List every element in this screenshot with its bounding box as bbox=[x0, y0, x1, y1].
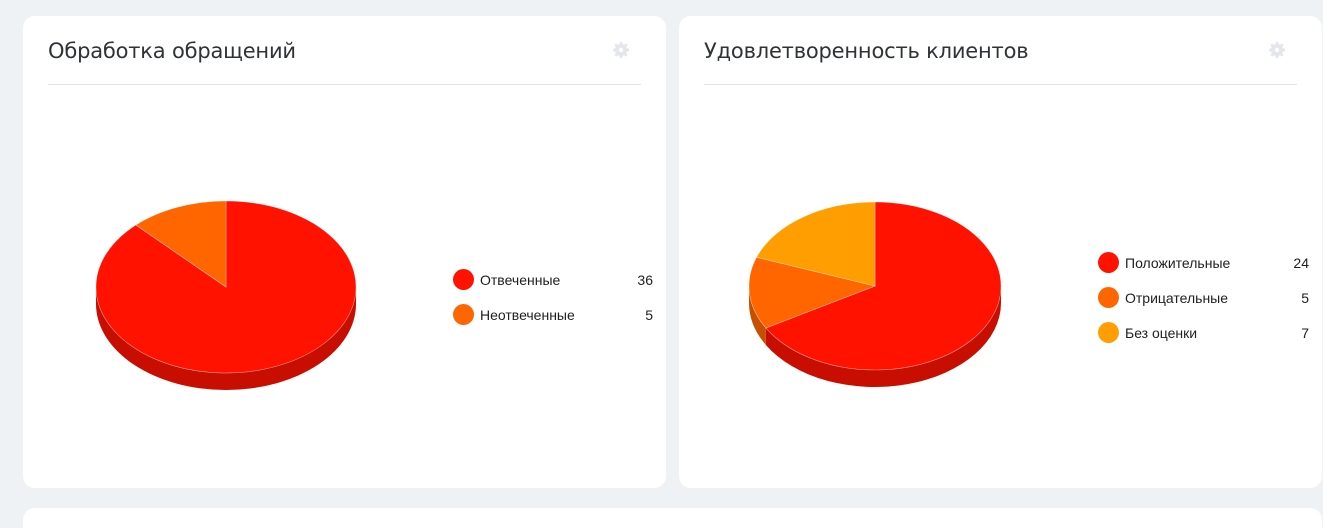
legend-item[interactable]: Отрицательные 5 bbox=[1098, 287, 1309, 309]
gear-icon[interactable] bbox=[611, 40, 631, 60]
pie-slice-1[interactable] bbox=[135, 200, 227, 288]
legend-item[interactable]: Отвеченные 36 bbox=[453, 269, 653, 291]
legend-value: 7 bbox=[1301, 325, 1309, 341]
legend-item[interactable]: Неотвеченные 5 bbox=[453, 304, 653, 326]
legend-item[interactable]: Без оценки 7 bbox=[1098, 322, 1309, 344]
gear-icon[interactable] bbox=[1267, 40, 1287, 60]
card-title: Обработка обращений bbox=[48, 39, 296, 63]
chart-legend: Отвеченные 36 Неотвеченные 5 bbox=[453, 269, 653, 329]
legend-label: Без оценки bbox=[1125, 325, 1198, 341]
legend-label: Отрицательные bbox=[1125, 290, 1229, 306]
pie-slice-1[interactable] bbox=[748, 256, 877, 329]
pie-chart bbox=[748, 201, 1002, 388]
legend-marker bbox=[1098, 287, 1119, 308]
card-header: Удовлетворенность клиентов bbox=[704, 16, 1297, 85]
pie-slice-0[interactable] bbox=[765, 201, 1002, 371]
legend-value: 5 bbox=[645, 307, 653, 323]
pie-chart bbox=[95, 200, 357, 390]
legend-item[interactable]: Положительные 24 bbox=[1098, 252, 1309, 274]
legend-value: 36 bbox=[637, 272, 653, 288]
legend-marker bbox=[1098, 322, 1119, 343]
legend-label: Отвеченные bbox=[480, 272, 561, 288]
card-header: Обработка обращений bbox=[48, 16, 641, 85]
card-request-processing: Обработка обращений Отвеченные 36 Неотвече… bbox=[23, 16, 666, 488]
card-title: Удовлетворенность клиентов bbox=[704, 39, 1029, 63]
legend-value: 24 bbox=[1293, 255, 1309, 271]
legend-label: Неотвеченные bbox=[480, 307, 575, 323]
legend-marker bbox=[1098, 252, 1119, 273]
pie-slice-2[interactable] bbox=[756, 201, 876, 287]
pie-slice-side bbox=[765, 286, 1001, 388]
pie-slice-side bbox=[96, 287, 356, 390]
card-customer-satisfaction: Удовлетворенность клиентов Положительные… bbox=[679, 16, 1322, 488]
pie-slice-side bbox=[749, 286, 766, 345]
next-card bbox=[23, 508, 1322, 528]
legend-marker bbox=[453, 304, 474, 325]
chart-legend: Положительные 24 Отрицательные 5 Без оценки 7 bbox=[1098, 252, 1309, 352]
legend-label: Положительные bbox=[1125, 255, 1231, 271]
legend-value: 5 bbox=[1301, 290, 1309, 306]
legend-marker bbox=[453, 269, 474, 290]
